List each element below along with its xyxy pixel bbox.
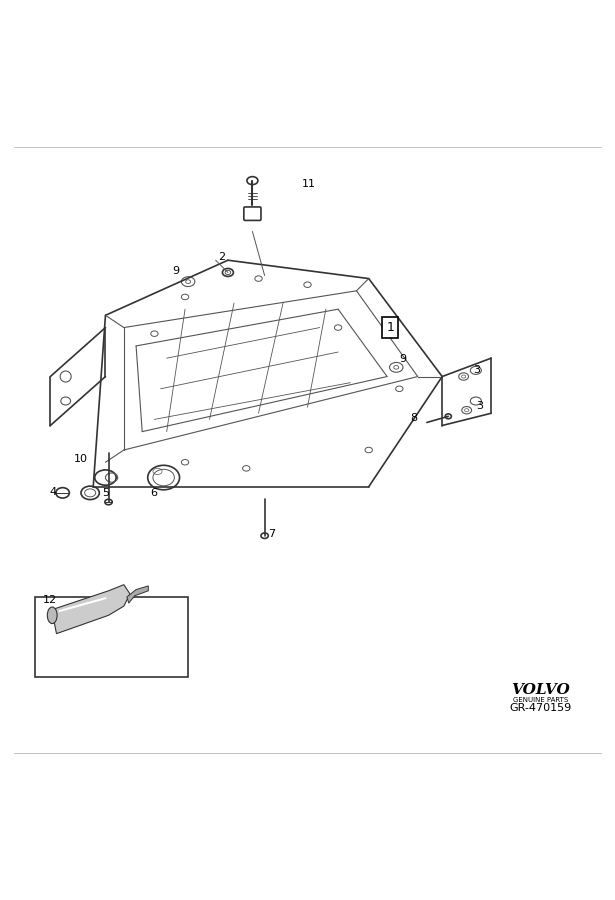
Text: 10: 10 [74,454,89,464]
Text: 6: 6 [151,488,157,498]
FancyBboxPatch shape [244,207,261,220]
Text: 2: 2 [218,252,225,262]
Ellipse shape [181,276,195,286]
Ellipse shape [459,373,469,380]
Ellipse shape [462,407,472,414]
Text: 12: 12 [43,595,57,605]
Text: 9: 9 [399,355,407,365]
Text: 1: 1 [386,321,394,334]
Text: 7: 7 [268,529,275,539]
Polygon shape [50,585,130,634]
Text: 8: 8 [411,412,418,423]
Ellipse shape [389,363,403,373]
Ellipse shape [95,470,116,485]
Ellipse shape [445,414,451,418]
Text: 11: 11 [301,179,315,189]
Ellipse shape [56,488,69,498]
Ellipse shape [81,486,100,500]
Ellipse shape [105,500,112,505]
Ellipse shape [261,533,268,538]
FancyBboxPatch shape [35,597,188,677]
Ellipse shape [223,268,234,276]
Text: 5: 5 [103,489,109,499]
Polygon shape [127,586,148,603]
Text: GENUINE PARTS: GENUINE PARTS [512,697,568,703]
Text: 3: 3 [476,400,483,411]
Text: 9: 9 [172,266,179,276]
Ellipse shape [47,607,57,624]
Text: 4: 4 [49,487,57,497]
Text: 3: 3 [473,365,480,375]
Ellipse shape [148,465,180,490]
Text: GR-470159: GR-470159 [509,704,571,714]
Text: VOLVO: VOLVO [511,683,569,697]
Ellipse shape [247,176,258,184]
